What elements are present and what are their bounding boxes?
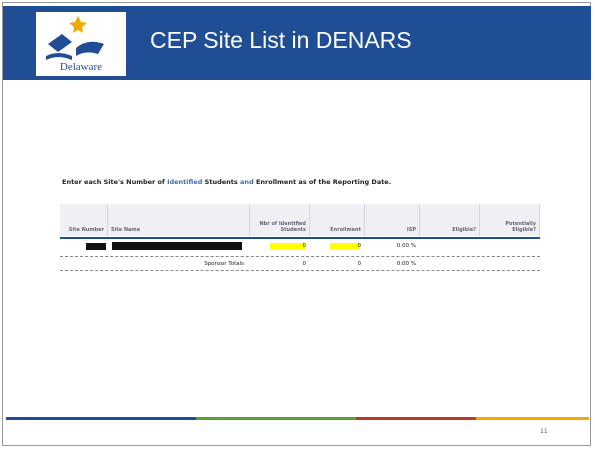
logo-graphic: Delaware [46,16,104,73]
column-header-text: Potentially Eligible? [505,221,536,233]
redacted-site-number [86,243,106,250]
input-field [330,243,360,249]
column-header-text: ISP [406,227,416,233]
instruction-part: Students [202,178,241,186]
row-divider [60,270,540,271]
instruction-part: Enrollment as of the Reporting Date. [253,178,392,186]
column-header: Enrollment [310,204,365,236]
totals-label: Sponsor Totals [204,261,244,267]
column-header-text: Enrollment [330,227,361,233]
instruction-part: Enter each Site's Number of [62,178,168,186]
instruction: Enter each Site's Number of Identified S… [62,178,391,186]
cell: 0.00 % [396,243,416,249]
slide-title: CEP Site List in DENARS [150,27,412,53]
column-header: Site Number [60,204,108,236]
cell: 0 [302,243,307,249]
column-header-text: Nbr of Identified Students [259,221,307,233]
totals-cell: 0 [357,261,362,267]
instruction-part: and [240,178,254,186]
column-header: Site Name [108,204,250,236]
logo-shape [48,34,72,52]
logo-shape [46,53,72,60]
column-header: Potentially Eligible? [480,204,540,236]
row-divider [60,256,540,257]
cell: 0 [357,243,362,249]
footer-stripe [196,417,356,420]
column-header: ISP [365,204,420,236]
instruction-part: Identified [167,178,203,186]
logo-star [69,16,87,33]
footer-stripe [356,417,476,420]
totals-cell: 0 [302,261,307,267]
column-header-text: Eligible? [452,227,476,233]
column-header-text: Site Number [68,227,104,233]
column-header: Eligible? [420,204,480,236]
footer-stripe [476,417,589,420]
column-header: Nbr of Identified Students [250,204,310,236]
page-number: 11 [540,428,548,435]
logo: Delaware [36,12,126,76]
logo-text: Delaware [60,61,102,73]
logo-shape [76,41,104,56]
slide-frame [2,2,591,446]
site-table: Site Number Site Name Nbr of Identified St… [60,204,540,276]
header-rule [60,237,540,239]
footer-stripe [6,417,196,420]
redacted-site-name [112,242,242,250]
totals-cell: 0.00 % [396,261,416,267]
column-header-text: Site Name [111,227,140,233]
input-field [270,243,305,249]
